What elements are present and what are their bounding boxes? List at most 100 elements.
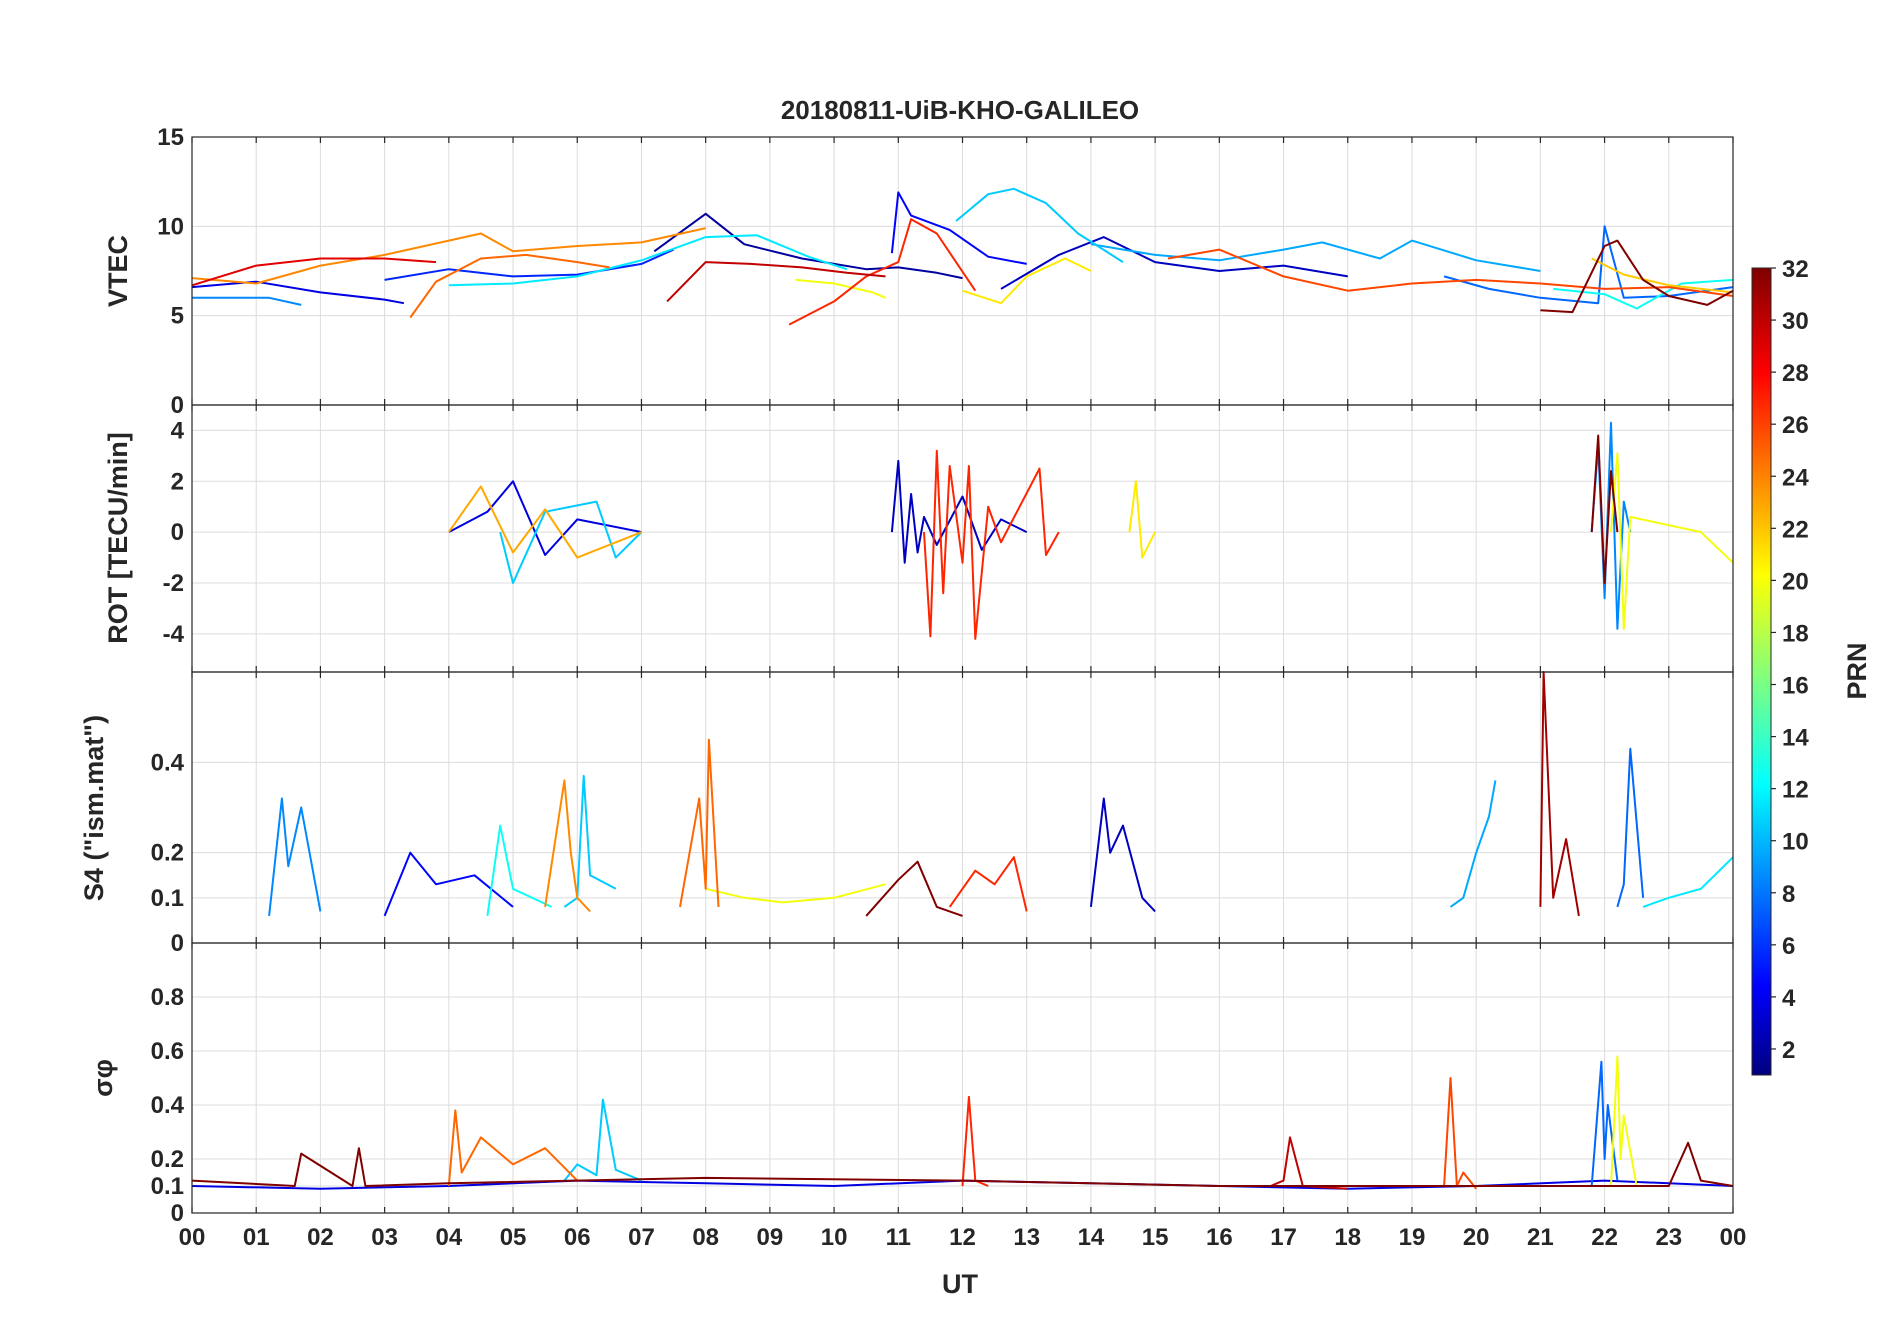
colorbar-tick-label: 18	[1782, 620, 1809, 647]
x-tick-label: 01	[243, 1224, 270, 1251]
y-axis-label: S4 ("ism.mat")	[79, 715, 109, 901]
colorbar-label: PRN	[1842, 642, 1872, 699]
series-prn-21	[1128, 480, 1156, 559]
x-axis-label: UT	[942, 1269, 978, 1299]
x-tick-label: 20	[1463, 1224, 1490, 1251]
colorbar-tick-label: 12	[1782, 777, 1809, 804]
series-prn-10	[1090, 239, 1541, 272]
y-tick-label: 4	[171, 417, 185, 444]
y-tick-label: 0.2	[151, 840, 184, 867]
series-prn-27	[788, 218, 977, 326]
series-prn-8	[1443, 225, 1734, 305]
x-tick-label: 16	[1206, 1224, 1233, 1251]
y-tick-label: 0.6	[151, 1038, 184, 1065]
series-prn-25	[409, 253, 610, 319]
y-tick-label: 5	[171, 303, 184, 330]
series-prn-20	[705, 883, 886, 904]
x-tick-label: 02	[307, 1224, 334, 1251]
series-prn-22	[1591, 257, 1734, 294]
colorbar-tick-label: 2	[1782, 1037, 1795, 1064]
panel-sigma_phi: 00.10.2 0.4 0.6 0.8 σφ 00 01 02 03 04 05 06 07 08 09 10…	[88, 942, 1747, 1251]
series-prn-25	[679, 738, 720, 908]
series-prn-11	[955, 187, 1124, 263]
colorbar-tick-label: 10	[1782, 829, 1809, 856]
colorbar-tick-label: 28	[1782, 360, 1809, 387]
y-tick-label: 0.2	[151, 1146, 184, 1173]
series-prn-5	[383, 851, 514, 917]
colorbar-tick-label: 4	[1782, 985, 1796, 1012]
colorbar-tick-label: 6	[1782, 933, 1795, 960]
series-prn-32	[1590, 434, 1619, 584]
y-tick-label: -4	[163, 621, 185, 648]
x-tick-label: 04	[435, 1224, 462, 1251]
y-tick-label: 0.1	[151, 885, 184, 912]
y-tick-label: 0	[171, 519, 184, 546]
series-prn-3	[890, 459, 1028, 564]
y-axis-label: ROT [TECU/min]	[103, 432, 133, 643]
x-tick-label: 17	[1270, 1224, 1297, 1251]
colorbar-tick-label: 16	[1782, 673, 1809, 700]
y-tick-label: 0.4	[151, 1092, 185, 1119]
series-prn-21	[962, 257, 1092, 305]
x-tick-label: 19	[1399, 1224, 1426, 1251]
series-prn-20	[795, 278, 886, 299]
series-prn-20	[1610, 452, 1734, 630]
x-tick-label: 03	[371, 1224, 398, 1251]
series-prn-30	[1270, 1136, 1348, 1190]
x-tick-label: 21	[1527, 1224, 1554, 1251]
y-tick-label: 15	[157, 124, 184, 151]
series-prn-11	[563, 774, 617, 908]
x-tick-label: 00	[179, 1224, 206, 1251]
panel-vtec: 0 5 10 15 VTEC	[103, 124, 1734, 419]
x-tick-label: 23	[1655, 1224, 1682, 1251]
series-prn-6	[384, 248, 675, 281]
colorbar-tick-label: 20	[1782, 568, 1809, 595]
series-prn-32	[1540, 239, 1734, 314]
series-prn-32	[865, 860, 963, 917]
colorbar-tick-label: 8	[1782, 881, 1795, 908]
series-prn-13	[1553, 278, 1734, 310]
series-prn-30	[666, 261, 886, 303]
series-prn-27	[948, 856, 1028, 912]
x-tick-label: 08	[692, 1224, 719, 1251]
y-tick-label: 0.8	[151, 984, 184, 1011]
series-prn-20	[1610, 1055, 1638, 1187]
series-prn-32	[191, 1141, 1734, 1187]
x-tick-label: 09	[757, 1224, 784, 1251]
series-prn-3	[1000, 236, 1348, 290]
series-prn-9	[268, 797, 322, 917]
x-tick-label: 12	[949, 1224, 976, 1251]
y-tick-label: 2	[171, 468, 184, 495]
series-prn-26	[1443, 1077, 1477, 1190]
series-prn-5	[890, 191, 1027, 265]
x-tick-label: 15	[1142, 1224, 1169, 1251]
y-tick-label: 0.4	[151, 749, 185, 776]
series-prn-27	[961, 1095, 989, 1187]
x-tick-label: 22	[1591, 1224, 1618, 1251]
series-prn-26	[1167, 248, 1734, 297]
series-prn-10	[1449, 780, 1497, 908]
series-prn-23	[447, 485, 642, 559]
y-tick-label: 0	[171, 392, 184, 419]
y-tick-label: 0	[171, 930, 184, 957]
y-axis-label: σφ	[88, 1059, 118, 1097]
series-prn-8	[1590, 1060, 1619, 1187]
series-prn-11	[499, 500, 643, 584]
series-prn-31	[1539, 671, 1580, 917]
colorbar-tick-label: 22	[1782, 516, 1809, 543]
x-tick-label: 18	[1334, 1224, 1361, 1251]
x-tick-label: 13	[1013, 1224, 1040, 1251]
x-tick-label: 11	[886, 1224, 911, 1251]
colorbar-tick-label: 14	[1782, 725, 1809, 752]
x-tick-label: 14	[1078, 1224, 1105, 1251]
series-prn-25	[447, 1109, 579, 1187]
panel-s4: 0 0.1 0.2 0.4 S4 ("ism.mat")	[79, 671, 1734, 957]
series-prn-24	[544, 779, 591, 913]
x-tick-label: 00	[1720, 1224, 1747, 1251]
series-prn-12	[448, 234, 848, 287]
y-tick-label: 0	[171, 1200, 184, 1227]
